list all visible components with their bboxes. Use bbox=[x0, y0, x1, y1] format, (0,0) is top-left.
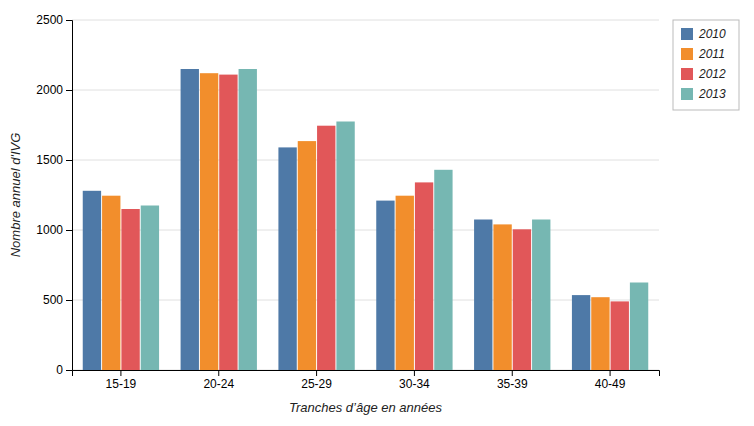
bar-series bbox=[83, 69, 591, 370]
grid bbox=[72, 20, 659, 370]
bar bbox=[239, 69, 257, 370]
plot: 0 500 1000 1500 2000 2500 15-19 20-24 25-29 30-34… bbox=[8, 13, 739, 415]
chart: 0 500 1000 1500 2000 2500 15-19 20-24 25-29 30-34… bbox=[0, 0, 754, 426]
legend-swatch bbox=[681, 88, 693, 100]
legend-item: 2010 bbox=[681, 27, 726, 41]
bar bbox=[513, 229, 531, 370]
bar bbox=[298, 141, 316, 370]
grid-line bbox=[72, 230, 659, 231]
bar bbox=[415, 182, 433, 370]
bar bbox=[611, 301, 629, 370]
y-axis: 0 500 1000 1500 2000 2500 bbox=[36, 13, 72, 377]
x-axis: 15-19 20-24 25-29 30-34 35-39 40-49 bbox=[73, 370, 660, 391]
tick-label: 1500 bbox=[36, 153, 63, 167]
bar-series bbox=[141, 69, 649, 370]
axis-line bbox=[73, 371, 660, 377]
legend-label: 2011 bbox=[698, 47, 725, 61]
tick: 20-24 bbox=[203, 370, 234, 391]
bar bbox=[630, 283, 648, 371]
tick-label: 0 bbox=[56, 363, 63, 377]
grid-line bbox=[72, 160, 659, 161]
tick-mark bbox=[512, 370, 513, 376]
tick: 0 bbox=[56, 363, 72, 377]
tick-mark bbox=[66, 230, 72, 231]
legend-swatch bbox=[681, 68, 693, 80]
grid-line bbox=[72, 300, 659, 301]
bar bbox=[591, 297, 609, 370]
bar bbox=[493, 224, 511, 370]
legend-label: 2013 bbox=[698, 87, 726, 101]
tick: 40-49 bbox=[595, 370, 626, 391]
tick: 30-34 bbox=[399, 370, 430, 391]
bars bbox=[83, 69, 649, 370]
tick-label: 25-29 bbox=[301, 377, 332, 391]
bar bbox=[336, 122, 354, 371]
legend-item: 2011 bbox=[681, 47, 725, 61]
tick-mark bbox=[66, 20, 72, 21]
legend-item: 2013 bbox=[681, 87, 726, 101]
y-axis-title: Nombre annuel d'IVG bbox=[8, 133, 23, 258]
legend-frame bbox=[673, 20, 739, 110]
legend-label: 2012 bbox=[698, 67, 726, 81]
bar bbox=[396, 196, 414, 370]
tick-mark bbox=[120, 370, 121, 376]
bar bbox=[474, 220, 492, 371]
tick-mark bbox=[610, 370, 611, 376]
tick: 25-29 bbox=[301, 370, 332, 391]
bar bbox=[219, 75, 237, 370]
tick-label: 2000 bbox=[36, 83, 63, 97]
legend-swatch bbox=[681, 28, 693, 40]
bar bbox=[532, 220, 550, 371]
tick-label: 1000 bbox=[36, 223, 63, 237]
x-axis-title: Tranches d’âge en années bbox=[289, 400, 442, 415]
bar-series bbox=[121, 75, 629, 370]
tick-label: 20-24 bbox=[203, 377, 234, 391]
bar bbox=[376, 201, 394, 370]
bar bbox=[83, 191, 101, 370]
axis-line bbox=[66, 21, 73, 371]
bar bbox=[141, 206, 159, 371]
legend-item: 2012 bbox=[681, 67, 726, 81]
tick: 2500 bbox=[36, 13, 72, 27]
tick-mark bbox=[66, 300, 72, 301]
legend-swatch bbox=[681, 48, 693, 60]
bar bbox=[317, 126, 335, 370]
bar bbox=[121, 209, 139, 370]
legend: 2010 2011 2012 2013 bbox=[673, 20, 739, 110]
tick-label: 40-49 bbox=[595, 377, 626, 391]
tick-label: 2500 bbox=[36, 13, 63, 27]
bar bbox=[572, 295, 590, 370]
tick: 500 bbox=[43, 293, 72, 307]
tick: 1500 bbox=[36, 153, 72, 167]
bar bbox=[181, 69, 199, 370]
bar-series bbox=[102, 73, 610, 370]
tick-label: 15-19 bbox=[106, 377, 137, 391]
tick-mark bbox=[66, 370, 72, 371]
tick: 15-19 bbox=[106, 370, 137, 391]
tick-label: 500 bbox=[43, 293, 63, 307]
tick-mark bbox=[66, 90, 72, 91]
tick-label: 35-39 bbox=[497, 377, 528, 391]
bar bbox=[102, 196, 120, 370]
bar bbox=[200, 73, 218, 370]
tick-mark bbox=[66, 160, 72, 161]
tick: 2000 bbox=[36, 83, 72, 97]
tick-mark bbox=[316, 370, 317, 376]
tick: 1000 bbox=[36, 223, 72, 237]
tick-label: 30-34 bbox=[399, 377, 430, 391]
bar bbox=[278, 147, 296, 370]
grid-line bbox=[72, 90, 659, 91]
tick: 35-39 bbox=[497, 370, 528, 391]
grid-line bbox=[72, 20, 659, 21]
bar bbox=[434, 170, 452, 370]
tick-mark bbox=[218, 370, 219, 376]
legend-label: 2010 bbox=[698, 27, 726, 41]
tick-mark bbox=[414, 370, 415, 376]
